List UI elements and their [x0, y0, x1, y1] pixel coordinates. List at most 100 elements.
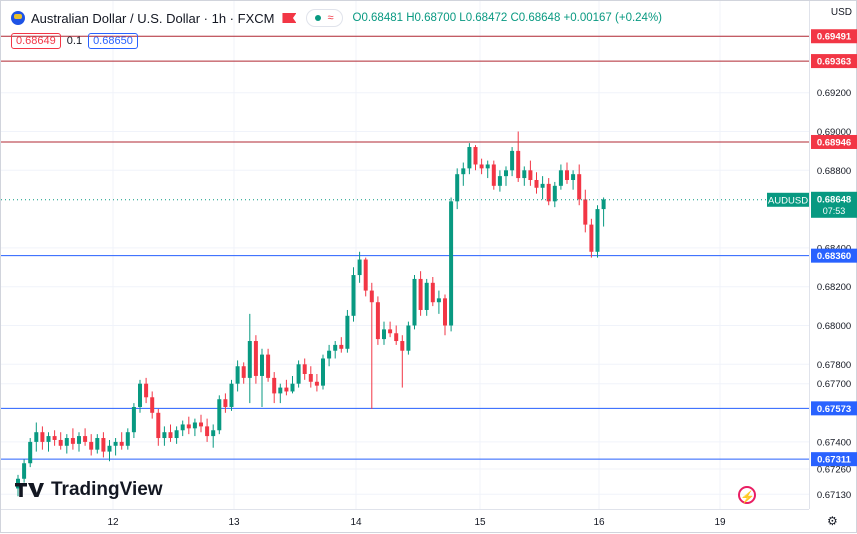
candle-body: [467, 147, 472, 169]
candle-body: [382, 329, 386, 340]
candle-body: [192, 422, 197, 429]
price-level-tag: [811, 29, 857, 44]
buy-button[interactable]: 0.68650: [88, 33, 138, 49]
symbol-tag: [767, 192, 809, 207]
price-tick-label: 0.69200: [817, 88, 851, 99]
candle-body: [485, 164, 490, 169]
candle-body: [345, 315, 350, 349]
candle-body: [443, 298, 447, 326]
trade-panel: 0.68649 0.1 0.68650: [11, 33, 138, 49]
candle-body: [278, 387, 283, 394]
candle-body: [516, 150, 521, 179]
price-tick-label: 0.68800: [817, 166, 851, 177]
candle-body: [64, 438, 69, 446]
candle-body: [577, 174, 582, 200]
candle-body: [491, 164, 496, 186]
candle-body: [119, 441, 124, 446]
candle-body: [272, 377, 277, 394]
price-level-tag: [811, 134, 857, 149]
candle-body: [534, 180, 539, 188]
candle-body: [101, 438, 106, 452]
candle-body: [583, 199, 588, 225]
symbol-tag-label: AUDUSD: [768, 195, 808, 206]
price-tick-label: 0.67400: [817, 437, 851, 448]
candle-body: [430, 282, 435, 303]
candle-body: [217, 399, 222, 431]
last-price-tag: [811, 191, 857, 218]
price-tick-label: 0.69000: [817, 127, 851, 138]
market-status-pill[interactable]: ≈: [306, 9, 343, 27]
candle-body: [229, 383, 234, 407]
candle-body: [394, 333, 399, 342]
candle-body: [339, 344, 344, 349]
price-level-tag: [811, 248, 857, 263]
time-axis[interactable]: 12 13 14 15 16 19: [1, 509, 809, 534]
symbol-logo-icon: [11, 11, 25, 25]
candle-body: [205, 426, 210, 437]
tradingview-mark-icon: [15, 481, 45, 499]
tradingview-logo[interactable]: TradingView: [15, 479, 163, 501]
ohlc-low: L0.68472: [459, 12, 508, 24]
currency-selector[interactable]: USD: [830, 7, 852, 18]
candle-body: [211, 430, 216, 437]
candle-body: [247, 341, 252, 378]
price-level-tag: [811, 54, 857, 69]
ohlc-values: O0.68481 H0.68700 L0.68472 C0.68648 +0.0…: [353, 12, 663, 24]
candle-body: [156, 412, 161, 439]
time-tick-label: 12: [107, 517, 119, 528]
time-tick-label: 14: [350, 517, 362, 528]
candle-body: [461, 168, 466, 175]
candle-body: [174, 430, 179, 439]
candle-body: [558, 170, 563, 186]
candle-body: [70, 438, 75, 444]
price-level-tag: [811, 452, 857, 467]
price-tick-label: 0.67800: [817, 360, 851, 371]
candle-body: [449, 201, 454, 326]
candle-body: [52, 436, 57, 440]
candle-body: [296, 364, 301, 384]
candle-body: [540, 183, 545, 188]
price-level-tag-label: 0.68360: [817, 251, 851, 262]
chart-pane[interactable]: AUDUSD Australian Dollar / U.S. Dollar ·…: [1, 1, 809, 509]
time-axis-labels: 12 13 14 15 16 19: [107, 517, 726, 528]
candle-body: [436, 298, 441, 303]
candle-body: [314, 381, 319, 386]
candle-body: [528, 170, 533, 180]
candle-body: [375, 302, 380, 340]
candle-body: [125, 432, 130, 446]
time-tick-label: 15: [474, 517, 486, 528]
candle-body: [22, 463, 27, 479]
candle-body: [95, 438, 100, 450]
candle-body: [284, 387, 289, 392]
candle-body: [28, 441, 33, 464]
symbol-title[interactable]: Australian Dollar / U.S. Dollar · 1h · F…: [31, 10, 275, 26]
price-tick-label: 0.67260: [817, 465, 851, 476]
price-level-tag-label: 0.68946: [817, 137, 851, 148]
chart-legend: Australian Dollar / U.S. Dollar · 1h · F…: [11, 9, 662, 27]
price-chart[interactable]: AUDUSD: [1, 1, 809, 509]
flash-icon[interactable]: ⚡: [738, 486, 756, 504]
sell-button[interactable]: 0.68649: [11, 33, 61, 49]
candle-body: [552, 185, 557, 202]
candle-body: [565, 170, 569, 180]
candle-body: [357, 259, 362, 276]
candle-body: [34, 432, 39, 442]
candle-body: [406, 325, 411, 351]
ohlc-open: O0.68481: [352, 12, 404, 24]
candle-body: [510, 150, 515, 171]
candle-body: [150, 397, 155, 413]
candle-body: [546, 183, 551, 202]
candle-body: [369, 290, 374, 303]
wave-icon: ≈: [327, 12, 334, 24]
price-level-tag-label: 0.67311: [817, 455, 852, 466]
candle-body: [162, 432, 167, 439]
last-price-value: 0.68648: [817, 194, 851, 205]
price-axis[interactable]: USD 0.69491 0.69363 0.69200 0.69000 0.68946 0…: [809, 1, 857, 509]
flag-icon[interactable]: [282, 13, 297, 23]
settings-gear-icon[interactable]: ⚙: [827, 514, 838, 528]
candle-body: [473, 147, 478, 165]
time-tick-label: 19: [714, 517, 726, 528]
candle-body: [144, 383, 149, 398]
